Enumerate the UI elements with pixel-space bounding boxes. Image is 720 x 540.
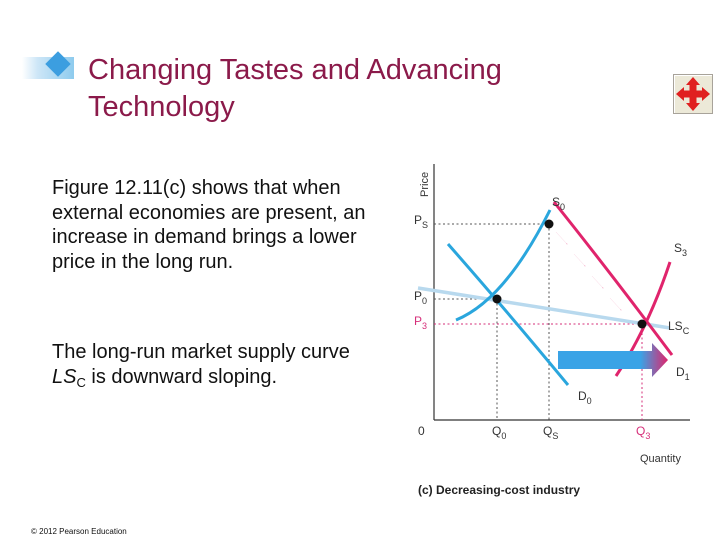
- y-axis-label: Price: [419, 172, 431, 197]
- slide-title: Changing Tastes and Advancing Technology: [88, 54, 502, 123]
- x-axis-label: Quantity: [640, 453, 681, 465]
- price-label-p0: P0: [414, 289, 427, 306]
- move-button[interactable]: [673, 74, 713, 114]
- decreasing-cost-industry-figure: Price Quantity 0: [414, 164, 690, 497]
- new-long-run-equilibrium-point: [637, 319, 647, 329]
- quantity-label-q3: Q3: [636, 424, 650, 441]
- figure-caption: (c) Decreasing-cost industry: [418, 483, 580, 497]
- origin-label: 0: [418, 424, 425, 438]
- demand-shift-arrow: [558, 343, 668, 377]
- paragraph2-suffix: is downward sloping.: [85, 365, 278, 388]
- curve-label-lsc: LSC: [668, 319, 690, 336]
- quantity-label-qs: QS: [543, 424, 558, 441]
- d1-movement-arrows: [555, 231, 622, 311]
- curve-label-d0: D0: [578, 389, 592, 406]
- s0-curve: [455, 209, 552, 322]
- short-run-equilibrium-point: [544, 219, 554, 229]
- lsc-curve: [417, 286, 671, 330]
- price-label-p3: P3: [414, 314, 427, 331]
- curve-label-d1: D1: [676, 365, 690, 382]
- paragraph2-subscript: C: [76, 374, 86, 390]
- copyright-footer: © 2012 Pearson Education: [31, 527, 127, 536]
- price-label-ps: PS: [414, 213, 428, 230]
- paragraph-external-economies: Figure 12.11(c) shows that when external…: [52, 177, 366, 273]
- d0-curve: [446, 243, 570, 386]
- curve-label-s0: S0: [552, 195, 565, 212]
- paragraph2-prefix: The long-run market supply curve: [52, 341, 350, 363]
- four-way-arrow-icon: [676, 77, 710, 111]
- d1-curve: [552, 201, 674, 356]
- curve-label-s3: S3: [674, 241, 687, 258]
- initial-equilibrium-point: [492, 294, 502, 304]
- quantity-label-q0: Q0: [492, 424, 506, 441]
- paragraph-long-run-supply: The long-run market supply curve LSC is …: [52, 340, 362, 391]
- paragraph2-curve: LS: [52, 365, 77, 388]
